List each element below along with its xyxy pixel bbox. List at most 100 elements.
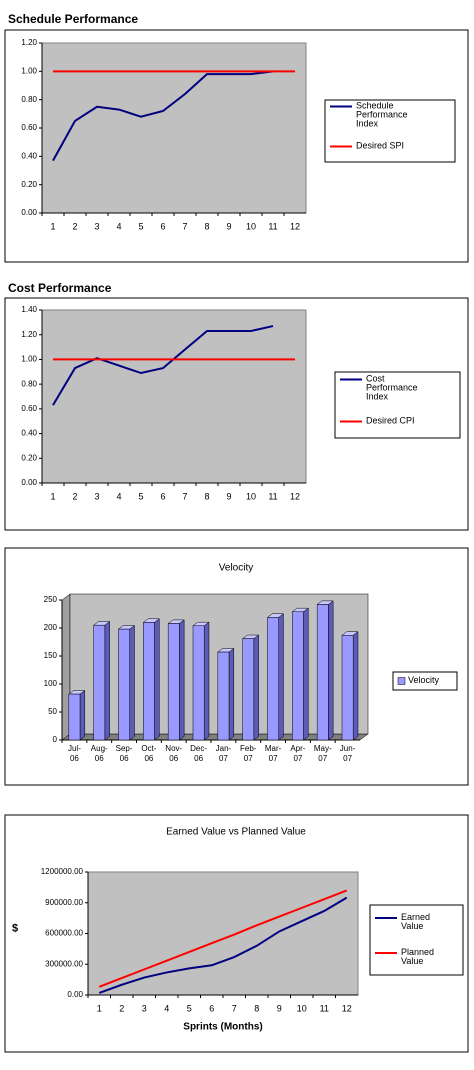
y-tick-label: 0.00	[21, 478, 37, 487]
y-tick-label: 0.80	[21, 379, 37, 388]
x-tick-label: 1	[50, 491, 55, 501]
y-tick-label: 150	[44, 651, 58, 660]
x-tick-label: 4	[116, 221, 121, 231]
x-tick-label: May-07	[314, 744, 332, 763]
bar-side	[352, 631, 359, 741]
legend-label: Velocity	[408, 675, 440, 685]
legend-box	[324, 99, 456, 163]
x-tick-label: 3	[94, 221, 99, 231]
legend-box	[392, 671, 458, 691]
legend-swatch	[397, 677, 406, 685]
legend-label: Earned Value	[401, 912, 433, 931]
x-tick-label: 7	[232, 1003, 237, 1013]
x-tick-label: 9	[226, 221, 231, 231]
bar	[167, 623, 180, 741]
x-tick-label: 5	[138, 491, 143, 501]
legend-label: Cost Performance Index	[366, 374, 420, 402]
y-tick-label: 1.20	[21, 38, 37, 47]
bar-side	[203, 621, 210, 741]
y-tick-label: 250	[44, 595, 58, 604]
bar	[217, 651, 230, 741]
legend-label: Desired SPI	[356, 141, 404, 151]
x-tick-label: 2	[119, 1003, 124, 1013]
x-tick-label: Nov-06	[165, 744, 182, 763]
y-tick-label: 0.20	[21, 453, 37, 462]
plot-area	[41, 42, 307, 214]
bar-side	[303, 607, 309, 741]
y-tick-label: 0.40	[21, 429, 37, 438]
x-tick-label: 9	[277, 1003, 282, 1013]
x-tick-label: 11	[320, 1003, 329, 1013]
series-line	[98, 889, 348, 988]
x-tick-label: 5	[138, 221, 143, 231]
x-tick-label: Jul-06	[68, 744, 81, 763]
x-tick-label: 8	[204, 221, 209, 231]
y-tick-label: 600000.00	[45, 929, 83, 938]
chart-title: Cost Performance	[8, 281, 112, 295]
y-tick-label: 0	[53, 735, 58, 744]
y-tick-label: 0.20	[21, 180, 37, 189]
chart-title: Schedule Performance	[8, 12, 138, 26]
bar-side	[278, 613, 284, 741]
x-tick-label: 11	[268, 491, 277, 501]
bar	[316, 604, 329, 741]
legend-box	[369, 904, 464, 976]
x-tick-label: 6	[160, 491, 165, 501]
x-tick-label: 8	[204, 491, 209, 501]
plot-area	[41, 309, 307, 484]
y-tick-label: 1.00	[21, 66, 37, 75]
legend-label: Desired CPI	[366, 416, 415, 426]
bar	[192, 625, 205, 741]
legend-box	[334, 371, 461, 439]
y-tick-label: 0.80	[21, 95, 37, 104]
y-tick-label: 0.00	[67, 990, 83, 999]
bar-side	[129, 625, 135, 741]
bar	[267, 617, 279, 741]
bar-side	[328, 600, 334, 741]
x-tick-label: 8	[254, 1003, 259, 1013]
bar-side	[179, 619, 185, 741]
x-tick-label: Jun-07	[340, 744, 356, 763]
bar	[341, 635, 354, 741]
x-tick-label: 12	[290, 491, 300, 501]
plot-area	[87, 871, 359, 996]
x-tick-label: 1	[97, 1003, 102, 1013]
legend-label: Planned Value	[401, 947, 437, 966]
x-tick-label: 1	[50, 221, 55, 231]
x-tick-label: 12	[342, 1003, 352, 1013]
y-tick-label: 50	[48, 707, 57, 716]
y-tick-label: 0.60	[21, 123, 37, 132]
bar	[68, 693, 81, 741]
x-tick-label: 9	[226, 491, 231, 501]
x-tick-label: 5	[187, 1003, 192, 1013]
x-tick-label: Mar-07	[265, 744, 282, 763]
y-tick-label: 300000.00	[45, 959, 83, 968]
x-tick-label: Apr-07	[290, 744, 305, 763]
x-tick-label: 4	[164, 1003, 169, 1013]
bar	[93, 624, 106, 741]
x-tick-label: 6	[209, 1003, 214, 1013]
bar-side	[79, 689, 86, 741]
x-tick-label: Dec-06	[190, 744, 207, 763]
x-tick-label: 10	[246, 491, 256, 501]
bar	[143, 622, 155, 741]
chart-title: Earned Value vs Planned Value	[166, 827, 306, 838]
series-line	[52, 325, 274, 406]
y-tick-label: 900000.00	[45, 898, 83, 907]
bar	[292, 611, 304, 741]
x-tick-label: Feb-07	[240, 744, 257, 763]
series-line	[98, 896, 348, 994]
x-tick-label: 11	[268, 221, 277, 231]
x-tick-label: 10	[246, 221, 256, 231]
x-tick-label: 2	[72, 491, 77, 501]
x-tick-label: 3	[142, 1003, 147, 1013]
x-tick-label: Oct-06	[141, 744, 156, 763]
x-tick-label: 3	[94, 491, 99, 501]
y-tick-label: 0.60	[21, 404, 37, 413]
x-axis-title: Sprints (Months)	[183, 1022, 262, 1033]
x-tick-label: 7	[182, 221, 187, 231]
y-tick-label: 0.00	[21, 208, 37, 217]
bar	[118, 628, 130, 741]
x-tick-label: 4	[116, 491, 121, 501]
y-tick-label: 1.40	[21, 305, 37, 314]
